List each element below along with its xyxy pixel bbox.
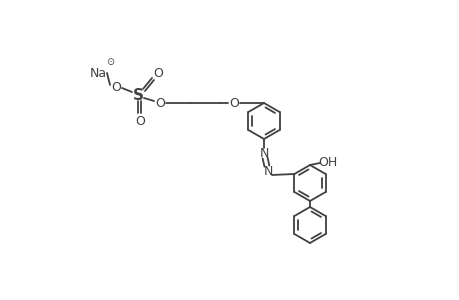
Text: O: O (135, 115, 145, 128)
Text: N: N (259, 146, 268, 160)
Text: Na: Na (89, 67, 106, 80)
Text: O: O (111, 80, 121, 94)
Text: O: O (155, 97, 165, 110)
Text: S: S (132, 88, 143, 103)
Text: OH: OH (318, 155, 337, 169)
Text: O: O (229, 97, 238, 110)
Text: O: O (153, 67, 162, 80)
Text: N: N (263, 164, 272, 178)
Text: ⊙: ⊙ (106, 57, 114, 67)
